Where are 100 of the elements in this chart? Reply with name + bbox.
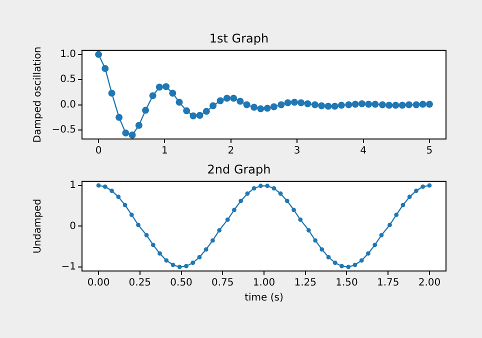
point [345, 101, 352, 108]
point [102, 184, 108, 189]
point [264, 104, 271, 112]
point [102, 65, 109, 72]
point [352, 100, 359, 108]
x-axis-title: time (s) [244, 292, 284, 304]
point [407, 194, 412, 200]
point [170, 262, 176, 268]
point [365, 100, 372, 108]
point [236, 98, 244, 105]
x-tick-label: 0.00 [87, 278, 110, 289]
point [304, 100, 312, 108]
point [232, 208, 236, 212]
point [190, 112, 197, 120]
point [340, 264, 344, 268]
point [129, 212, 134, 217]
y-tick-label: 0.5 [60, 74, 76, 86]
point [116, 194, 121, 200]
point [320, 247, 324, 252]
point [386, 102, 393, 109]
point [238, 198, 244, 204]
point [216, 97, 224, 104]
point [177, 264, 182, 270]
point [210, 238, 215, 243]
point [338, 102, 345, 109]
point [332, 260, 338, 266]
x-tick-label: 0 [95, 146, 102, 157]
point [392, 102, 400, 109]
point [278, 191, 283, 196]
point [197, 254, 202, 260]
point [122, 129, 130, 136]
y-tick-label: 1 [70, 180, 76, 192]
point [202, 108, 210, 115]
x-tick-label: 0.50 [170, 278, 192, 289]
y-tick-label: 1.0 [60, 49, 76, 60]
point [306, 228, 311, 232]
point [318, 102, 326, 110]
point [379, 232, 384, 238]
x-tick-label: 2.00 [418, 278, 441, 289]
point [265, 184, 270, 188]
x-tick-label: 0.75 [212, 278, 234, 289]
point [412, 101, 420, 108]
point [183, 107, 190, 114]
point [400, 202, 406, 208]
point [420, 184, 426, 189]
point [324, 102, 332, 110]
point [217, 228, 222, 232]
point [366, 251, 370, 256]
point [164, 258, 169, 263]
x-tick-label: 0.25 [128, 278, 152, 289]
point [210, 102, 217, 110]
point [270, 103, 278, 110]
point [110, 188, 114, 193]
x-tick-label: 4 [360, 146, 366, 157]
point [419, 100, 426, 108]
x-tick-label: 5 [426, 146, 433, 157]
point [149, 92, 156, 100]
x-tick-label: 1.50 [336, 278, 358, 289]
point [245, 191, 250, 196]
point [405, 101, 412, 108]
point [427, 183, 432, 188]
point [359, 258, 364, 263]
x-tick-label: 1.25 [294, 278, 316, 289]
x-tick-label: 2 [228, 146, 234, 157]
point [108, 90, 116, 97]
point [158, 251, 162, 256]
point [352, 262, 358, 268]
point [142, 106, 150, 114]
y-axis-title: Damped oscillation [32, 46, 44, 143]
y-tick-label: −0.5 [52, 124, 76, 136]
point [204, 247, 208, 252]
point [378, 101, 386, 108]
point [346, 264, 351, 270]
point [331, 102, 338, 110]
y-axis-title: Undamped [32, 198, 44, 254]
point [298, 99, 305, 106]
point [156, 84, 163, 91]
point [196, 112, 204, 119]
point [135, 122, 142, 129]
point [250, 104, 258, 111]
point [225, 217, 230, 222]
chart-title: 2nd Graph [207, 162, 271, 176]
point [184, 264, 188, 268]
point [144, 232, 149, 238]
point [176, 98, 183, 106]
point [136, 222, 140, 228]
point [243, 101, 250, 108]
point [372, 242, 378, 248]
point [169, 90, 176, 97]
point [272, 186, 276, 191]
point [190, 260, 196, 266]
point [95, 50, 102, 58]
point [258, 184, 263, 188]
point [257, 105, 264, 112]
point [326, 254, 331, 260]
point [298, 217, 303, 222]
x-tick-label: 1.75 [376, 278, 400, 289]
x-tick-label: 1 [162, 146, 168, 157]
point [116, 114, 123, 121]
y-tick-label: 0.0 [60, 99, 76, 110]
